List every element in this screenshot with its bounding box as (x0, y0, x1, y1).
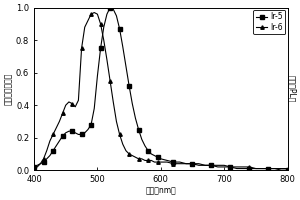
Ir-6 (137, 158, 140, 160)
Ir-6 (102, 39, 106, 41)
Ir-6 (149, 159, 153, 162)
Line: Ir-6: Ir-6 (32, 11, 289, 170)
Ir-5 (70, 130, 74, 132)
Y-axis label: 归一化PL演: 归一化PL演 (287, 75, 296, 103)
Ir-6 (286, 167, 289, 170)
Ir-6 (70, 102, 74, 105)
Ir-5 (149, 153, 153, 155)
X-axis label: 波长（nm）: 波长（nm） (146, 187, 176, 196)
Ir-5 (137, 128, 140, 131)
Legend: Ir-5, Ir-6: Ir-5, Ir-6 (254, 10, 285, 34)
Ir-5 (99, 47, 102, 49)
Ir-5 (76, 133, 80, 136)
Ir-5 (241, 167, 245, 170)
Ir-5 (279, 169, 283, 171)
Ir-6 (241, 166, 245, 168)
Ir-5 (108, 6, 112, 9)
Y-axis label: 归一化吸收强度: 归一化吸收强度 (4, 73, 13, 105)
Ir-5 (286, 169, 289, 171)
Ir-6 (76, 99, 80, 102)
Ir-5 (32, 166, 36, 168)
Ir-6 (92, 11, 96, 14)
Line: Ir-5: Ir-5 (32, 6, 289, 172)
Ir-6 (32, 167, 36, 170)
